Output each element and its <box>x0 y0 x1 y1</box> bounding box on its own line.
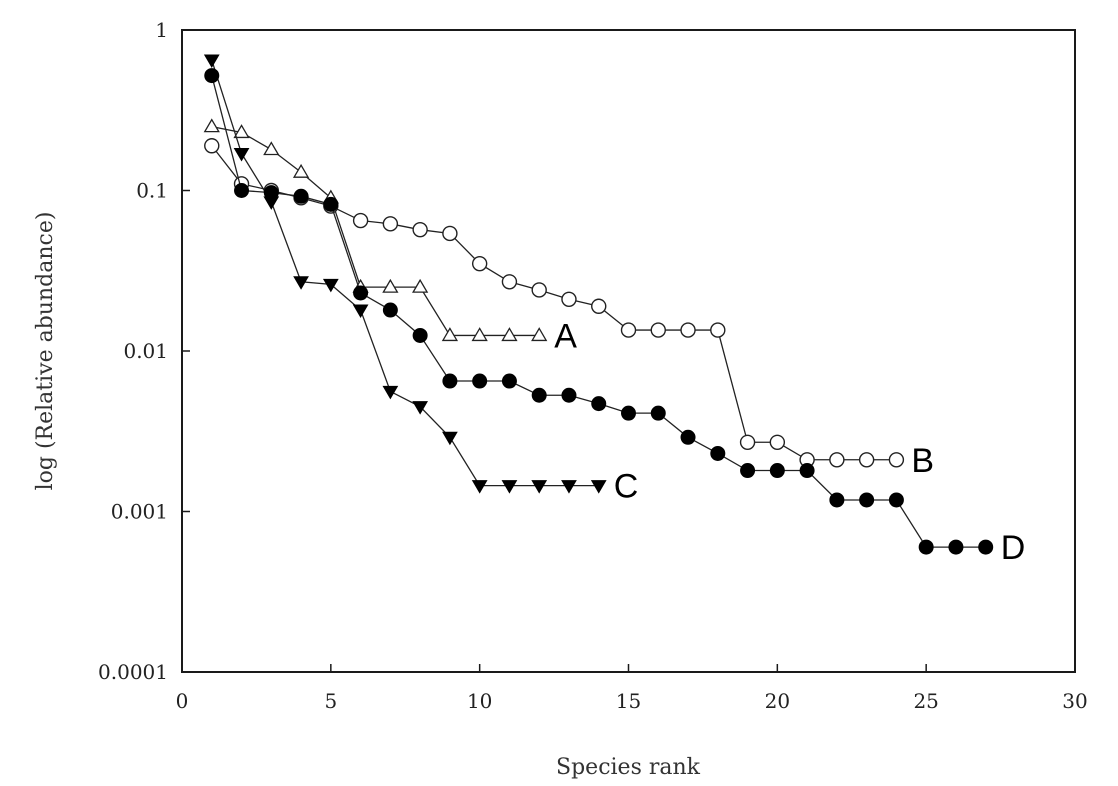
series-label: C <box>614 468 639 506</box>
data-point <box>233 148 250 162</box>
data-point <box>740 463 756 479</box>
y-tick-label: 0.1 <box>136 179 168 203</box>
data-point <box>799 463 815 479</box>
data-point <box>203 54 220 69</box>
data-point <box>442 373 458 389</box>
plot-frame <box>181 29 1076 673</box>
data-point <box>561 387 577 403</box>
data-point <box>710 322 726 338</box>
data-point <box>382 385 399 400</box>
x-tick-label: 25 <box>913 689 938 713</box>
data-point <box>680 429 696 445</box>
data-point <box>590 480 607 494</box>
x-tick-label: 30 <box>1062 689 1087 713</box>
data-point <box>234 183 250 198</box>
data-point <box>501 373 517 389</box>
data-point <box>382 278 399 293</box>
data-point <box>412 221 428 238</box>
data-point <box>501 274 518 290</box>
data-point <box>621 405 636 421</box>
series-a: A <box>203 118 577 355</box>
data-point <box>441 327 459 342</box>
data-point <box>501 480 518 494</box>
data-point <box>948 539 964 555</box>
data-point <box>531 387 547 403</box>
data-point <box>769 434 786 450</box>
data-point <box>471 327 488 342</box>
data-point <box>352 304 369 319</box>
series-label: B <box>911 442 934 480</box>
data-point <box>650 405 666 421</box>
series-d: D <box>204 68 1026 567</box>
data-point <box>561 480 577 494</box>
data-point <box>442 431 458 446</box>
data-point <box>531 327 548 342</box>
data-point <box>888 492 904 508</box>
data-point <box>859 492 875 508</box>
y-axis-title: log (Relative abundance) <box>33 212 58 491</box>
x-tick-label: 20 <box>765 689 790 713</box>
data-point <box>203 118 220 133</box>
x-axis-title: Species rank <box>556 755 701 780</box>
data-point <box>204 138 220 154</box>
data-point <box>472 373 488 389</box>
y-tick-label: 0.001 <box>111 500 168 524</box>
data-point <box>293 276 309 290</box>
data-point <box>501 327 518 342</box>
series-label: A <box>554 317 577 355</box>
data-point <box>591 396 607 412</box>
x-tick-label: 0 <box>176 689 189 713</box>
data-point <box>531 282 547 298</box>
data-point <box>829 452 845 468</box>
series-line <box>211 145 897 461</box>
data-point <box>680 322 696 338</box>
x-tick-label: 5 <box>324 689 337 713</box>
data-point <box>710 445 726 461</box>
data-point <box>888 452 905 468</box>
data-point <box>442 225 458 242</box>
data-point <box>471 480 488 494</box>
data-point <box>858 452 875 468</box>
data-point <box>263 141 280 156</box>
data-point <box>829 492 845 508</box>
data-point <box>561 291 577 307</box>
data-point <box>412 278 429 293</box>
x-tick-label: 10 <box>467 689 492 713</box>
data-point <box>412 401 429 415</box>
y-axis: 0.0001 0.001 0.01 0.1 1 <box>98 18 190 684</box>
data-point <box>471 255 488 272</box>
data-point <box>739 434 756 450</box>
data-point <box>204 68 220 84</box>
x-tick-label: 15 <box>616 689 641 713</box>
data-point <box>233 124 250 139</box>
data-point <box>620 322 637 338</box>
data-point <box>769 463 785 479</box>
data-point <box>412 327 428 343</box>
y-tick-label: 1 <box>155 18 168 42</box>
data-point <box>918 539 934 555</box>
data-point <box>650 322 666 338</box>
data-point <box>323 196 339 212</box>
data-point <box>382 216 399 232</box>
data-point <box>382 302 398 318</box>
data-point <box>263 185 279 201</box>
series-line <box>211 59 599 487</box>
data-point <box>978 539 994 555</box>
series-b: B <box>204 138 934 480</box>
series-line <box>211 125 540 337</box>
series-c: C <box>203 54 639 506</box>
series-label: D <box>1001 529 1026 567</box>
data-point <box>531 480 548 494</box>
y-tick-label: 0.01 <box>123 339 168 363</box>
series-layer: A B C D <box>203 54 1026 567</box>
data-point <box>292 163 310 178</box>
data-point <box>591 298 607 314</box>
data-point <box>352 212 369 229</box>
data-point <box>322 278 339 293</box>
y-tick-label: 0.0001 <box>98 660 168 684</box>
x-axis: 0 5 10 15 20 25 30 <box>176 664 1088 713</box>
data-point <box>293 188 309 204</box>
data-point <box>353 285 369 301</box>
